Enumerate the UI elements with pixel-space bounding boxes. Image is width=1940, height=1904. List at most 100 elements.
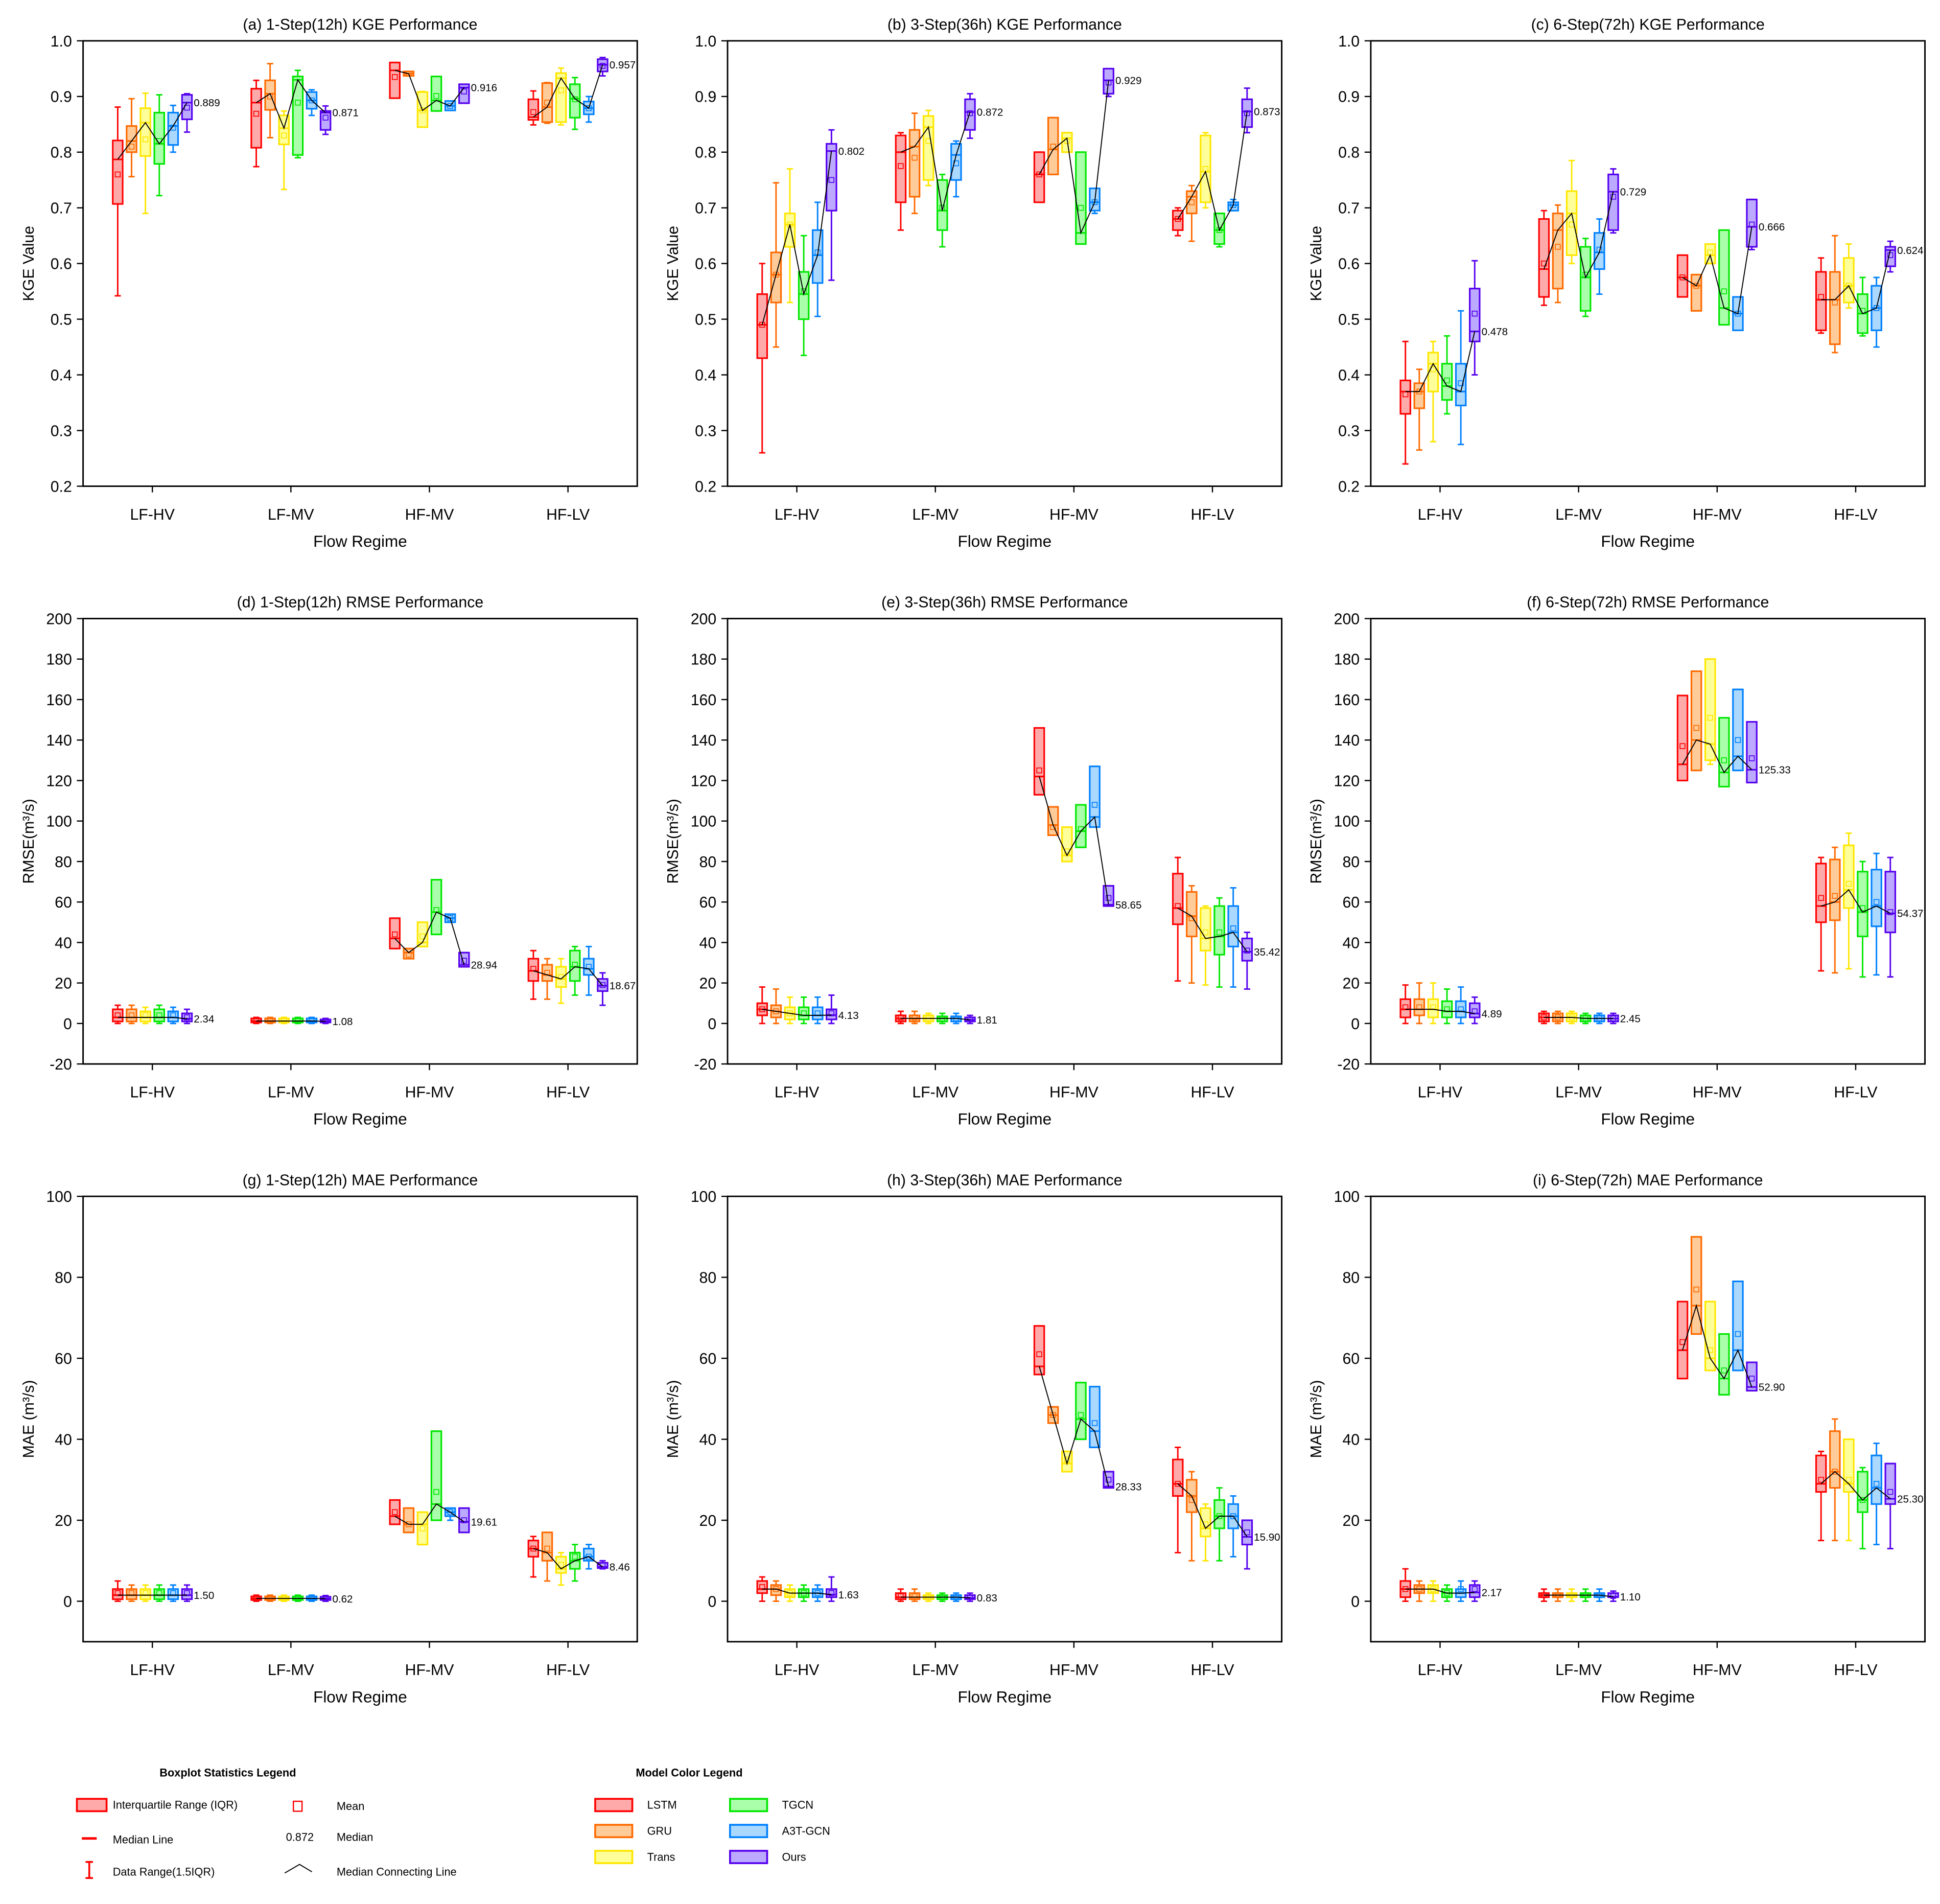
iqr-box bbox=[1061, 132, 1073, 153]
iqr-box bbox=[1047, 117, 1059, 175]
mean-marker bbox=[1091, 802, 1098, 808]
box-trans bbox=[1427, 340, 1439, 443]
median-connecting-line bbox=[761, 151, 832, 325]
x-tick-label: LF-MV bbox=[268, 1662, 315, 1679]
mean-marker bbox=[898, 163, 904, 169]
y-tick-label: 0.6 bbox=[51, 256, 72, 273]
iqr-box bbox=[1579, 246, 1592, 312]
box-tgcn bbox=[1441, 335, 1453, 415]
iqr-box bbox=[908, 129, 921, 198]
iqr-box bbox=[389, 61, 401, 99]
mean-marker bbox=[544, 1545, 550, 1552]
median-connecting-line bbox=[900, 1596, 970, 1598]
y-tick-label: 60 bbox=[699, 1351, 717, 1367]
box-ours bbox=[826, 994, 837, 1025]
y-tick-label: 0.4 bbox=[51, 367, 72, 384]
x-tick-label: LF-HV bbox=[1418, 1662, 1463, 1679]
x-tick-label: HF-MV bbox=[1693, 1662, 1742, 1679]
iqr-box bbox=[1718, 1333, 1730, 1396]
mean-marker bbox=[1845, 880, 1852, 887]
mean-marker bbox=[1873, 1481, 1880, 1487]
median-value-label: 0.729 bbox=[1620, 186, 1646, 198]
mean-marker bbox=[1887, 1489, 1894, 1495]
mean-marker bbox=[586, 105, 592, 111]
mean-marker bbox=[967, 110, 973, 117]
median-value-label: 1.10 bbox=[1620, 1591, 1641, 1603]
mean-marker bbox=[1188, 1497, 1195, 1503]
iqr-box bbox=[126, 1008, 137, 1023]
x-tick-label: HF-MV bbox=[405, 506, 455, 523]
box-a3t-gcn bbox=[1455, 986, 1467, 1025]
median-connecting-line bbox=[1405, 331, 1476, 392]
chart-title: (i) 6-Step(72h) MAE Performance bbox=[1533, 1172, 1763, 1189]
y-tick-label: 0 bbox=[1351, 1016, 1360, 1033]
box-a3t-gcn bbox=[1089, 1385, 1101, 1448]
median-value-label: 2.45 bbox=[1620, 1013, 1641, 1025]
mean-marker bbox=[1679, 743, 1686, 749]
chart-panel: (i) 6-Step(72h) MAE Performance 0 20 40 60 80… bbox=[1308, 1172, 1926, 1706]
y-tick-label: 40 bbox=[1342, 1431, 1360, 1448]
iqr-box bbox=[403, 1507, 415, 1534]
mean-marker bbox=[1471, 1586, 1478, 1592]
median-value-label: 1.08 bbox=[332, 1016, 353, 1028]
iqr-box bbox=[1884, 1462, 1897, 1505]
legend-swatch-a3t-gcn bbox=[729, 1824, 768, 1839]
y-tick-label: 140 bbox=[1334, 732, 1360, 749]
iqr-box bbox=[1538, 218, 1550, 298]
y-tick-label: 20 bbox=[1342, 1513, 1360, 1529]
mean-marker bbox=[295, 100, 301, 106]
x-tick-label: HF-LV bbox=[1834, 1084, 1878, 1101]
box-tgcn bbox=[1441, 1584, 1453, 1602]
mean-marker bbox=[530, 1545, 536, 1552]
mean-marker bbox=[1105, 1477, 1112, 1483]
mean-marker bbox=[586, 1553, 592, 1560]
iqr-box bbox=[1213, 905, 1225, 956]
y-axis-label: KGE Value bbox=[20, 226, 37, 301]
plot-frame bbox=[1370, 1195, 1926, 1643]
median-value-label: 0.957 bbox=[610, 59, 636, 71]
median-connecting-line bbox=[1682, 739, 1752, 774]
iqr-swatch bbox=[76, 1798, 108, 1813]
mean-marker bbox=[1845, 1477, 1852, 1483]
y-tick-label: 1.0 bbox=[1338, 33, 1360, 50]
box-gru bbox=[264, 1016, 276, 1025]
median-value-label: 2.17 bbox=[1482, 1587, 1502, 1599]
mean-marker bbox=[419, 1525, 426, 1531]
box-lstm bbox=[1815, 856, 1827, 972]
mean-label: Mean bbox=[337, 1800, 364, 1813]
iqr-box bbox=[1469, 288, 1481, 342]
box-trans bbox=[139, 92, 151, 215]
data-range-label: Data Range(1.5IQR) bbox=[113, 1865, 215, 1878]
mean-marker bbox=[773, 271, 779, 278]
iqr-box bbox=[1732, 1280, 1744, 1372]
box-ours bbox=[458, 83, 470, 104]
box-gru bbox=[1829, 235, 1841, 354]
box-tgcn bbox=[1718, 229, 1730, 326]
box-tgcn bbox=[153, 1584, 165, 1602]
median-connecting-line bbox=[1039, 80, 1109, 235]
y-tick-label: 200 bbox=[46, 611, 72, 628]
x-tick-label: HF-MV bbox=[1693, 1084, 1742, 1101]
iqr-box bbox=[950, 143, 962, 181]
iqr-box bbox=[527, 958, 540, 982]
box-tgcn bbox=[1857, 1467, 1868, 1549]
box-tgcn bbox=[1718, 717, 1730, 787]
median-value-label: 0.666 bbox=[1759, 221, 1785, 233]
mean-marker bbox=[392, 1509, 398, 1515]
mean-marker bbox=[759, 321, 765, 328]
mean-marker bbox=[1078, 1412, 1084, 1418]
box-trans bbox=[1061, 132, 1073, 153]
median-connecting-label: Median Connecting Line bbox=[337, 1865, 457, 1878]
y-tick-label: 100 bbox=[46, 1189, 72, 1205]
y-tick-label: 0.2 bbox=[51, 478, 72, 495]
y-tick-label: 0.5 bbox=[695, 312, 716, 329]
median-value-label: 2.34 bbox=[194, 1013, 214, 1025]
box-lstm bbox=[1538, 210, 1550, 306]
box-gru bbox=[541, 958, 553, 1000]
box-trans bbox=[1843, 1438, 1855, 1542]
mean-marker bbox=[1707, 714, 1713, 721]
iqr-box bbox=[153, 1008, 165, 1023]
mean-marker bbox=[1244, 110, 1250, 117]
chart-title: (f) 6-Step(72h) RMSE Performance bbox=[1527, 594, 1769, 611]
plot-frame bbox=[727, 618, 1283, 1065]
